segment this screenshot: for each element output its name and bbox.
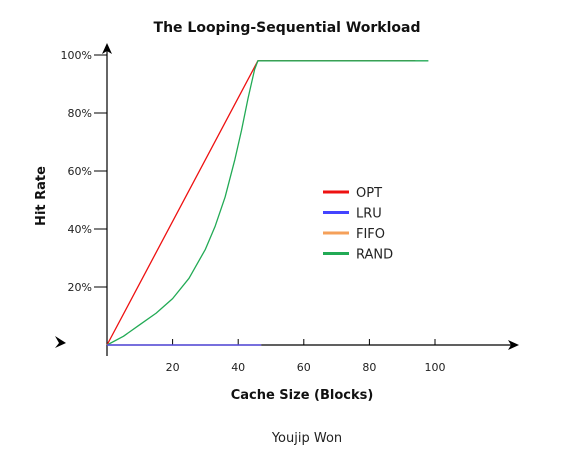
legend-label-opt: OPT [356,186,382,201]
x-tick-label: 20 [166,361,180,374]
y-tick-label: 80% [68,107,92,120]
y-tick-label: 100% [61,49,92,62]
x-tick-label: 80 [362,361,376,374]
x-axis-title: Cache Size (Blocks) [231,388,374,403]
chart-title: The Looping-Sequential Workload [154,20,421,36]
y-tick-label: 40% [68,223,92,236]
y-tick-label: 20% [68,281,92,294]
series-line-opt [106,60,416,346]
y-axis-title: Hit Rate [34,166,49,226]
x-tick-label: 60 [297,361,311,374]
y-axis-arrow [102,43,112,54]
legend-label-fifo: FIFO [356,227,385,242]
x-ticks: 20 40 60 80 100 [166,339,446,374]
y-ticks: 20% 40% 60% 80% 100% [61,49,107,294]
legend: OPT LRU FIFO RAND [323,186,393,263]
legend-label-rand: RAND [356,248,393,263]
series-line-rand [106,60,429,346]
x-axis-arrow [508,340,519,350]
legend-label-lru: LRU [356,207,382,222]
author-label: Youjip Won [271,431,342,446]
axes [55,43,519,356]
x-tick-label: 100 [425,361,446,374]
origin-arrow [55,336,66,348]
x-tick-label: 40 [231,361,245,374]
series-lines [106,60,429,346]
y-tick-label: 60% [68,165,92,178]
